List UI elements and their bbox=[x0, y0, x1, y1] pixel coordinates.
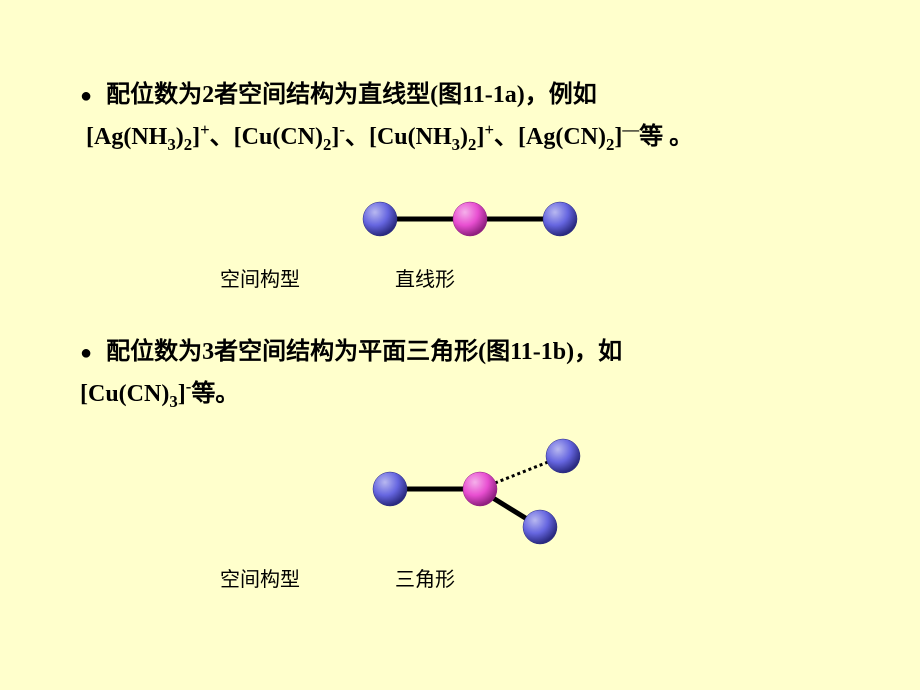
b1-after: ，例如 bbox=[525, 82, 597, 108]
caption-1-right: 直线形 bbox=[395, 263, 455, 292]
bullet-2: ● 配位数为3者空间结构为平面三角形(图11-1b)，如 [Cu(CN)3]-等… bbox=[80, 332, 860, 416]
b2-fig: (图11-1b) bbox=[478, 339, 574, 365]
formula-1: [Ag(NH3)2]+、 bbox=[80, 116, 234, 159]
b1-fig: (图11-1a) bbox=[430, 82, 525, 108]
b2-suffix: 等。 bbox=[191, 381, 239, 407]
bullet-2-line2: [Cu(CN)3]-等。 bbox=[80, 373, 860, 416]
diagram-linear-svg bbox=[340, 189, 600, 249]
formula-3: [Cu(NH3)2]+、 bbox=[369, 116, 518, 159]
caption-2-right: 三角形 bbox=[395, 563, 455, 592]
bullet-1-line1: ● 配位数为2者空间结构为直线型(图11-1a)，例如 bbox=[80, 75, 860, 116]
b2-num: 3 bbox=[202, 339, 214, 365]
formula-2: [Cu(CN)2]-、 bbox=[234, 116, 369, 159]
slide-content: ● 配位数为2者空间结构为直线型(图11-1a)，例如 [Ag(NH3)2]+、… bbox=[0, 0, 920, 592]
b2-after: ，如 bbox=[574, 339, 622, 365]
bullet-icon: ● bbox=[80, 85, 92, 107]
b1-mid: 者空间结构为直线型 bbox=[214, 82, 430, 108]
caption-2: 空间构型 三角形 bbox=[80, 563, 860, 592]
diagram-trigonal bbox=[80, 434, 860, 549]
formula-5: [Cu(CN)3]- bbox=[80, 373, 191, 416]
caption-1: 空间构型 直线形 bbox=[80, 263, 860, 292]
b2-pre: 配位数为 bbox=[106, 339, 202, 365]
bullet-2-line1: ● 配位数为3者空间结构为平面三角形(图11-1b)，如 bbox=[80, 332, 860, 373]
caption-2-left: 空间构型 bbox=[220, 563, 390, 592]
b1-pre: 配位数为 bbox=[106, 82, 202, 108]
b1-suffix: 等 。 bbox=[639, 124, 693, 150]
caption-1-left: 空间构型 bbox=[220, 263, 390, 292]
bullet-1-line2: [Ag(NH3)2]+、[Cu(CN)2]-、[Cu(NH3)2]+、[Ag(C… bbox=[80, 116, 860, 159]
bullet-1: ● 配位数为2者空间结构为直线型(图11-1a)，例如 [Ag(NH3)2]+、… bbox=[80, 75, 860, 159]
formula-4: [Ag(CN)2]— bbox=[518, 116, 639, 159]
diagram-linear bbox=[80, 189, 860, 249]
bullet-icon: ● bbox=[80, 342, 92, 364]
diagram-trigonal-svg bbox=[345, 434, 595, 549]
b2-mid: 者空间结构为平面三角形 bbox=[214, 339, 478, 365]
b1-num: 2 bbox=[202, 82, 214, 108]
